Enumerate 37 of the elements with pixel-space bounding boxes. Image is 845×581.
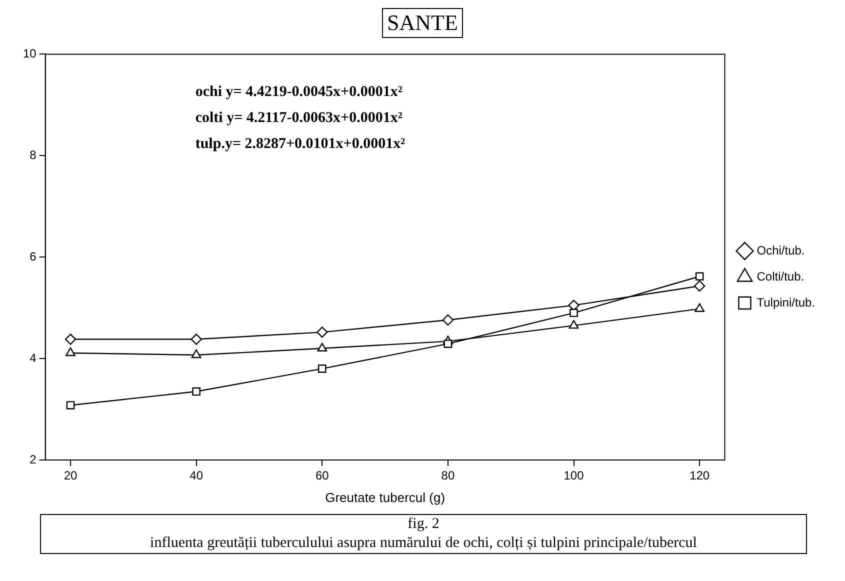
point: [694, 303, 705, 312]
point: [694, 280, 706, 292]
x-tick-label: 60: [315, 468, 330, 483]
x-tick-label: 40: [190, 468, 204, 483]
point: [66, 347, 76, 356]
y-tick-label: 10: [22, 46, 37, 61]
x-tick-label: 80: [441, 468, 455, 483]
point: [66, 401, 75, 410]
y-tick-label: 4: [30, 350, 37, 365]
legend-label: Tulpini/tub.: [756, 295, 816, 310]
legend-label: Ochi/tub.: [756, 243, 805, 258]
point: [191, 349, 202, 358]
y-tick-label: 2: [30, 452, 37, 466]
y-tick-label: 8: [30, 148, 37, 162]
point: [570, 308, 578, 318]
annotation: colti y= 4.2117-0.0063x+0.0001x²: [195, 110, 403, 126]
point: [192, 387, 200, 396]
x-tick-label: 100: [564, 468, 584, 483]
y-tick-label: 6: [30, 249, 37, 264]
point: [190, 334, 202, 345]
annotation: tulp.y= 2.8287+0.0101x+0.0001x²: [195, 136, 406, 152]
text: influenta greutății tuberculului asupra numărului de ochi, colți și tulpini principale/tubercul: [149, 534, 698, 553]
annotation: ochi y= 4.4219-0.0045x+0.0001x²: [195, 84, 403, 100]
point: [316, 326, 328, 338]
point: [444, 340, 452, 348]
point: [568, 320, 579, 329]
point: [318, 364, 326, 373]
legend-label: Colti/tub.: [756, 269, 804, 284]
caption: fig. 2: [406, 515, 440, 534]
point: [64, 334, 76, 345]
point: [317, 342, 328, 352]
x-tick-label: 120: [690, 468, 710, 483]
chart-title: SANTE: [382, 8, 463, 38]
x-axis-title: Greutate tubercul (g): [325, 490, 446, 505]
point: [442, 314, 454, 326]
x-tick-label: 20: [64, 468, 78, 483]
point: [695, 272, 704, 281]
